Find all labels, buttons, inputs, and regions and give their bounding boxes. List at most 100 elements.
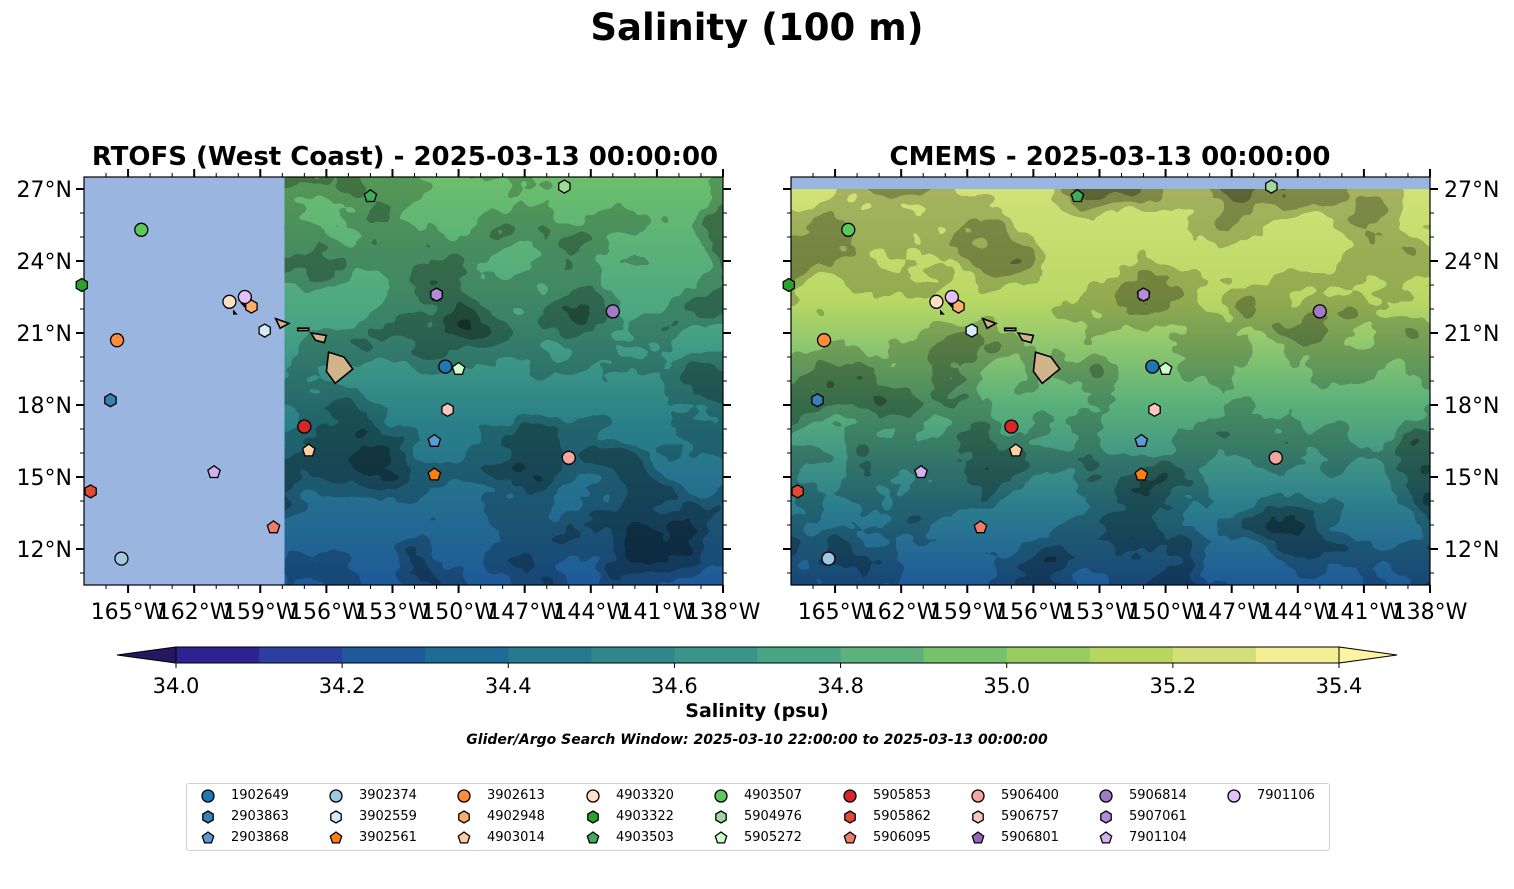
x-tick-label: 141°W (1327, 600, 1402, 625)
colorbar-segment (1006, 647, 1091, 663)
float-marker-4903507 (134, 222, 149, 237)
colorbar-tick-label: 35.2 (1149, 674, 1196, 698)
legend-marker-shape (1100, 810, 1112, 824)
legend-label: 7901104 (1129, 830, 1187, 845)
float-marker-5906400 (1268, 450, 1283, 465)
legend-marker-shape (971, 831, 985, 844)
colorbar-tick-label: 35.4 (1316, 674, 1363, 698)
legend-label: 4903507 (744, 788, 802, 803)
x-tick-label: 162°W (864, 600, 939, 625)
legend-label: 5906757 (1001, 809, 1059, 824)
float-marker-1902649 (438, 359, 453, 374)
float-marker-5905853 (297, 419, 312, 434)
legend-marker (586, 789, 600, 803)
legend-marker-shape (714, 789, 728, 803)
right-panel-title: CMEMS - 2025-03-13 00:00:00 (889, 142, 1331, 172)
legend-label: 1902649 (231, 788, 289, 803)
colorbar: 34.0 34.2 34.4 34.6 34.8 35.0 35.2 35.4 (116, 646, 1398, 698)
x-tick-label: 144°W (1260, 600, 1335, 625)
legend-label: 2903868 (231, 830, 289, 845)
legend-marker-shape (202, 810, 214, 824)
x-tick-label: 159°W (930, 600, 1005, 625)
y-tick-label: 27°N (1444, 178, 1499, 203)
no-data-region (791, 177, 1430, 189)
y-tick-label: 24°N (1444, 250, 1499, 275)
float-marker-7901104 (207, 464, 221, 479)
legend-marker-shape (201, 831, 215, 844)
y-tick-label: 24°N (17, 250, 72, 275)
x-tick-label: 141°W (620, 600, 695, 625)
search-window-text: Glider/Argo Search Window: 2025-03-10 22… (466, 732, 1048, 748)
y-tick-label: 18°N (17, 394, 72, 419)
float-marker-7901104 (914, 464, 928, 479)
legend-label: 2903863 (231, 809, 289, 824)
legend-marker-shape (1099, 789, 1113, 803)
legend-label: 3902613 (487, 788, 545, 803)
colorbar-segment (508, 647, 592, 663)
legend-marker (1227, 789, 1241, 803)
colorbar-tick-label: 34.4 (485, 674, 532, 698)
legend-marker-shape (201, 789, 215, 803)
colorbar-segment (840, 647, 925, 663)
legend-marker (457, 789, 471, 803)
float-marker-4903322 (782, 277, 796, 293)
legend-label: 3902374 (359, 788, 417, 803)
salinity-field (84, 177, 723, 585)
legend-label: 5905862 (873, 809, 931, 824)
legend-marker-shape (971, 789, 985, 803)
float-marker-5904976 (558, 179, 571, 194)
float-marker-4903503 (1070, 188, 1085, 203)
legend-label: 5904976 (744, 809, 802, 824)
legend-marker-shape (1227, 789, 1241, 803)
float-marker-3902374 (114, 551, 129, 566)
legend-marker-shape (587, 810, 599, 824)
colorbar-segment (176, 647, 260, 663)
legend-marker-shape (586, 831, 600, 844)
legend-label: 5905272 (744, 830, 802, 845)
float-marker-5907061 (1137, 287, 1150, 302)
legend-marker-shape (1099, 831, 1113, 844)
y-tick-label: 15°N (17, 466, 72, 491)
colorbar-tick-label: 34.6 (651, 674, 698, 698)
legend-marker-shape (972, 810, 984, 824)
y-tick-label: 21°N (1444, 322, 1499, 347)
figure-title: Salinity (100 m) (590, 6, 924, 49)
y-tick-label: 27°N (17, 178, 72, 203)
legend-marker-shape (714, 831, 728, 844)
float-marker-5907061 (430, 287, 443, 302)
y-tick-label: 21°N (17, 322, 72, 347)
legend-marker-shape (329, 831, 343, 844)
legend-marker-shape (715, 810, 727, 824)
legend-marker (330, 810, 342, 824)
float-marker-5905862 (84, 484, 97, 499)
x-tick-label: 153°W (1062, 600, 1137, 625)
legend-marker (202, 810, 214, 824)
legend-marker (329, 789, 343, 803)
float-marker-2903863 (811, 392, 824, 408)
float-marker-3902613 (816, 333, 832, 348)
legend-marker-shape (330, 810, 342, 824)
float-marker-3902561 (427, 467, 442, 481)
float-marker-5906400 (561, 450, 576, 465)
legend-marker (972, 810, 984, 824)
colorbar-tick-label: 34.8 (817, 674, 864, 698)
colorbar-segment (259, 647, 343, 663)
colorbar-segment (1089, 647, 1174, 663)
float-marker-5906095 (973, 520, 988, 534)
x-tick-label: 156°W (996, 600, 1071, 625)
no-data-region (84, 177, 285, 585)
float-marker-3902559 (965, 323, 978, 338)
legend-marker-shape (843, 789, 857, 803)
legend-marker (843, 831, 857, 844)
float-marker-5906757 (441, 402, 454, 418)
float-marker-5906095 (266, 520, 281, 534)
legend-label: 7901106 (1257, 788, 1315, 803)
legend-label: 4902948 (487, 809, 545, 824)
colorbar-segment (591, 647, 675, 663)
island-land (296, 327, 310, 332)
float-marker-5906814 (605, 304, 620, 319)
float-marker-4903507 (841, 222, 856, 237)
legend-label: 3902561 (359, 830, 417, 845)
colorbar-extend-max (1338, 646, 1398, 664)
